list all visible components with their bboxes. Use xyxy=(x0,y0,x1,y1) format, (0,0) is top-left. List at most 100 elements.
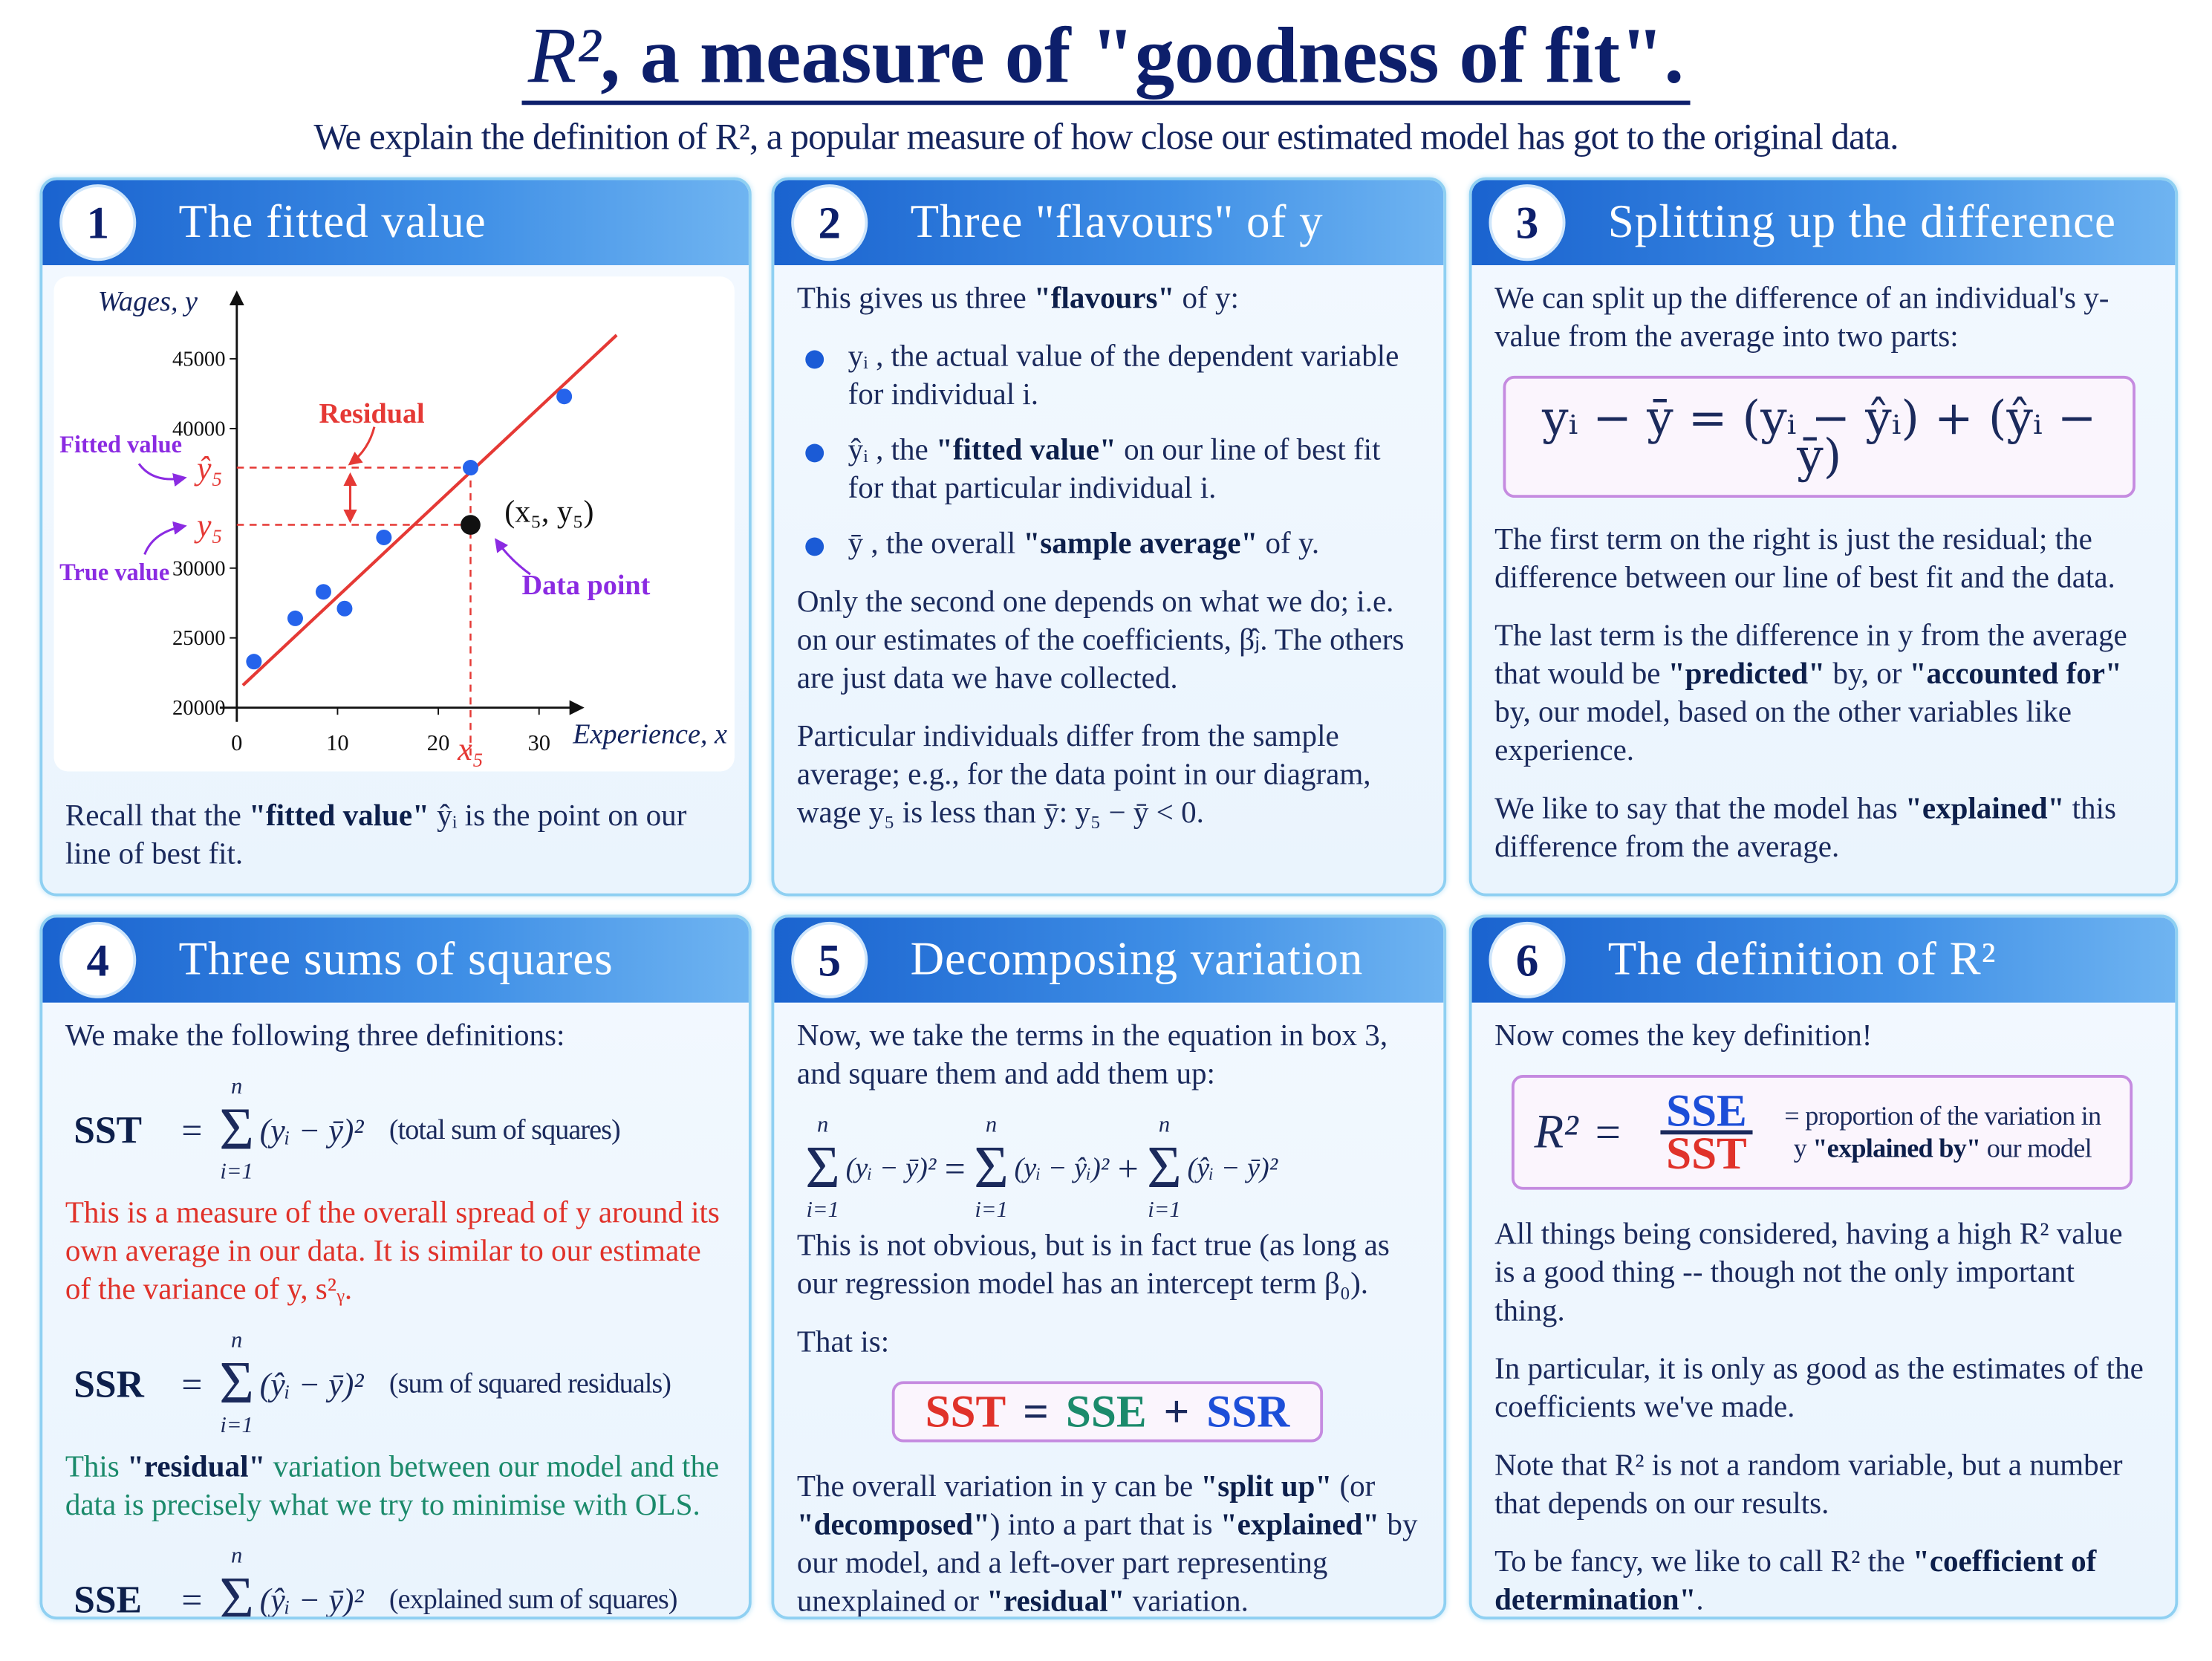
x-axis-label: Experience, x xyxy=(572,718,727,750)
panel-header: 5 Decomposing variation xyxy=(774,917,1444,1003)
text-run: yᵢ , the actual value of the dependent v… xyxy=(848,339,1399,412)
text-run: = proportion of the variation in y xyxy=(1784,1101,2101,1164)
sum-name: SST xyxy=(74,1108,142,1151)
text-run: this difference from the average. xyxy=(1494,791,2116,864)
paragraph: Now, we take the terms in the equation i… xyxy=(797,1017,1418,1093)
y-tick-label: ŷ₅ xyxy=(194,451,223,487)
text-run: Only the second one depends on what we d… xyxy=(796,584,1405,695)
formula-box: yᵢ − ȳ = (yᵢ − ŷᵢ) + (ŷᵢ − ȳ) xyxy=(1503,375,2135,498)
paragraph: This is a measure of the overall spread … xyxy=(65,1194,723,1309)
paragraph: We make the following three definitions: xyxy=(65,1017,723,1056)
text-run: variation. xyxy=(1125,1584,1249,1619)
fit-line xyxy=(241,334,618,687)
identity-part: = xyxy=(1023,1385,1049,1437)
text-run: The first term on the right is just the … xyxy=(1494,521,2115,594)
panel-body: This gives us three "flavours" of y: yᵢ ,… xyxy=(774,265,1443,833)
bullet-list: yᵢ , the actual value of the dependent v… xyxy=(797,337,1418,563)
text-run: In particular, it is only as good as the… xyxy=(1494,1351,2144,1424)
panel: 5 Decomposing variation Now, we take the t… xyxy=(771,914,1447,1620)
sum-upper: n xyxy=(230,1544,243,1569)
panel-heading: Decomposing variation xyxy=(910,934,1364,985)
identity-part: SST xyxy=(925,1385,1006,1437)
y-tick-label: 40000 xyxy=(172,417,226,441)
y-tick-label: 20000 xyxy=(172,696,226,720)
paragraph: To be fancy, we like to call R² the "coe… xyxy=(1494,1543,2150,1617)
paragraph: Recall that the "fitted value" ŷᵢ is the… xyxy=(65,797,723,874)
title-text: , a measure of "goodness of fit". xyxy=(600,13,1685,101)
text-run: our model xyxy=(1980,1134,2092,1164)
sum-upper: n xyxy=(985,1113,998,1138)
text-run: Particular individuals differ from the s… xyxy=(796,718,1371,830)
bold-text: "accounted for" xyxy=(1909,656,2122,691)
summation: nΣi=1 xyxy=(219,1544,254,1620)
sum-lower: i=1 xyxy=(220,1160,253,1185)
text-run: by, our model, based on the other variab… xyxy=(1494,695,2072,767)
title-symbol: R² xyxy=(527,13,601,101)
panel-header: 2 Three "flavours" of y xyxy=(774,180,1444,265)
sum-definition: SSE = nΣi=1(ŷᵢ − ȳ)² (explained sum of squa… xyxy=(74,1544,723,1620)
bold-text: "coefficient of determination" xyxy=(1494,1544,2097,1617)
paragraph: That is: xyxy=(797,1323,1418,1362)
panel-heading: The definition of R² xyxy=(1607,934,1997,985)
annotation: True value xyxy=(59,559,169,586)
denominator: SST xyxy=(1666,1127,1747,1179)
text-run: ŷᵢ , the xyxy=(848,432,937,467)
sum-lower: i=1 xyxy=(220,1414,253,1438)
paragraph: We can split up the difference of an ind… xyxy=(1494,279,2150,356)
panel-heading: Splitting up the difference xyxy=(1607,196,2116,248)
operator: = xyxy=(944,1148,966,1189)
sum-name: SSR xyxy=(74,1362,144,1405)
sum-upper: n xyxy=(1158,1113,1171,1138)
bullet-item: yᵢ , the actual value of the dependent v… xyxy=(805,337,1418,414)
panel-number: 2 xyxy=(791,184,868,261)
paragraph: This gives us three "flavours" of y: xyxy=(797,279,1418,318)
paragraph: The overall variation in y can be "split… xyxy=(797,1468,1418,1619)
data-point xyxy=(376,529,392,545)
text-run: of y: xyxy=(1174,280,1239,315)
panel: 1 The fitted value Wages, y Experience, x 20… xyxy=(39,177,752,897)
sum-note: (explained sum of squares) xyxy=(388,1583,678,1615)
panel: 4 Three sums of squares We make the follow… xyxy=(39,914,752,1620)
text-run: ȳ , the overall xyxy=(848,526,1024,561)
sum-term: (ŷᵢ − ȳ)² xyxy=(1187,1152,1278,1184)
y-tick-label: 30000 xyxy=(172,556,226,580)
sum-sign: Σ xyxy=(219,1567,254,1620)
text-run: All things being considered, having a hi… xyxy=(1494,1216,2123,1327)
panel-body: Now comes the key definition! R² = SSE SST = … xyxy=(1472,1003,2176,1617)
sum-lower: i=1 xyxy=(975,1198,1008,1223)
paragraph: The last term is the difference in y fro… xyxy=(1494,617,2150,770)
text-run: ŷᵢ is the point on our line of best fit. xyxy=(65,798,687,871)
data-point xyxy=(287,610,303,626)
fraction: SSE SST xyxy=(1660,1088,1753,1179)
sum-upper: n xyxy=(230,1328,243,1353)
subtitle: We explain the definition of R², a popul… xyxy=(313,116,1899,157)
bold-text: "residual" xyxy=(986,1584,1125,1619)
annotation: Residual xyxy=(319,398,425,429)
panel-header: 4 Three sums of squares xyxy=(42,917,749,1003)
sum-term: (yᵢ − ȳ)² xyxy=(259,1112,364,1148)
operator: + xyxy=(1117,1148,1139,1189)
highlight-point xyxy=(461,515,481,535)
text-run: Recall that the xyxy=(65,798,250,833)
bold-text: "explained" xyxy=(1905,791,2065,826)
sum-note: (total sum of squares) xyxy=(388,1114,621,1145)
bold-text: "explained by" xyxy=(1812,1134,1981,1164)
sum-upper: n xyxy=(230,1075,243,1099)
text-run: ) into a part that is xyxy=(989,1507,1220,1542)
data-point xyxy=(246,654,262,670)
panel-heading: Three "flavours" of y xyxy=(910,196,1324,248)
panel-number: 5 xyxy=(791,921,868,998)
text-run: variation between our model and the data… xyxy=(65,1449,720,1522)
bold-text: "sample average" xyxy=(1023,526,1258,561)
paragraph: We like to say that the model has "expla… xyxy=(1494,790,2150,866)
annotation: Fitted value xyxy=(59,432,182,458)
panel-header: 3 Splitting up the difference xyxy=(1471,180,2176,265)
paragraph: Note that R² is not a random variable, b… xyxy=(1494,1446,2150,1523)
text-run: . xyxy=(1696,1582,1704,1617)
